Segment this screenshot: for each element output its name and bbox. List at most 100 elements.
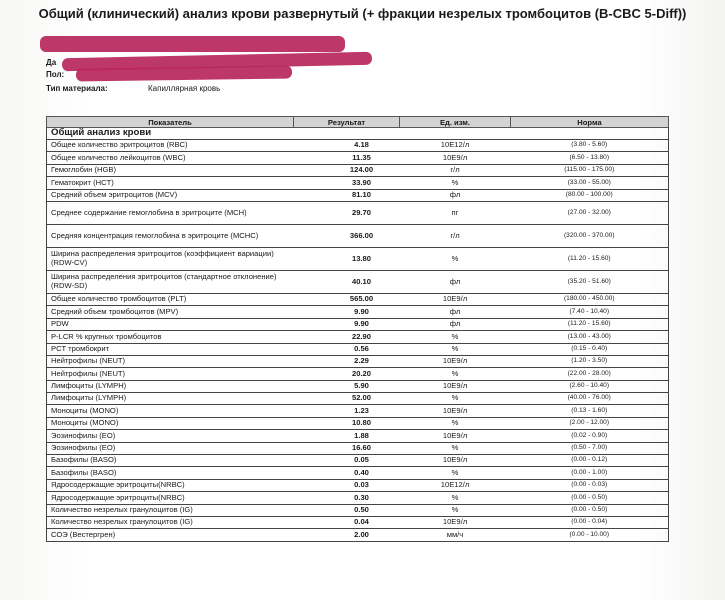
meta-value-material: Капиллярная кровь bbox=[148, 84, 221, 93]
table-row: Гематокрит (HCT) 33.90% (33.00 - 55.00) bbox=[46, 176, 669, 190]
cell-indicator: PDW bbox=[46, 317, 294, 331]
cell-norm: (80.00 - 100.00) bbox=[510, 188, 669, 202]
table-row: Лимфоциты (LYMPH) 5.90 10E9/л (2.60 - 10.40… bbox=[46, 379, 669, 393]
header-norm: Норма bbox=[510, 116, 669, 128]
cell-unit: % bbox=[399, 367, 511, 381]
header-result: Результат bbox=[293, 116, 400, 128]
cell-indicator: Количество незрелых гранулоцитов (IG) bbox=[46, 515, 294, 529]
cell-norm: (3.80 - 5.60) bbox=[510, 138, 669, 152]
cell-indicator: Моноциты (MONO) bbox=[46, 416, 294, 430]
table-row: Среднее содержание гемоглобина в эритроц… bbox=[46, 200, 669, 225]
cell-unit: пг bbox=[399, 200, 511, 225]
cell-result: 11.35 bbox=[293, 151, 400, 165]
cell-unit: 10E12/л bbox=[399, 138, 511, 152]
cell-result: 22.90 bbox=[293, 330, 400, 344]
cell-unit: г/л bbox=[399, 163, 511, 177]
cell-unit: % bbox=[399, 491, 511, 505]
cell-unit: г/л bbox=[399, 223, 511, 248]
header-indicator: Показатель bbox=[46, 116, 294, 128]
cell-norm: (0.00 - 10.00) bbox=[510, 528, 669, 542]
cell-unit: фл bbox=[399, 269, 511, 294]
cell-norm: (0.15 - 0.40) bbox=[510, 342, 669, 356]
cell-indicator: Нейтрофилы (NEUT) bbox=[46, 354, 294, 368]
cell-unit: мм/ч bbox=[399, 528, 511, 542]
cell-norm: (0.00 - 0.04) bbox=[510, 515, 669, 529]
cell-norm: (22.00 - 28.00) bbox=[510, 367, 669, 381]
cell-indicator: Эозинофилы (EO) bbox=[46, 429, 294, 443]
cell-result: 40.10 bbox=[293, 269, 400, 294]
cell-indicator: Лимфоциты (LYMPH) bbox=[46, 392, 294, 405]
results-table: Показатель Результат Ед. изм. Норма Общи… bbox=[46, 116, 669, 542]
cell-unit: % bbox=[399, 176, 511, 190]
cell-indicator: PCT тромбокрит bbox=[46, 342, 294, 356]
cell-unit: 10E9/л bbox=[399, 379, 511, 393]
cell-indicator: Общее количество лейкоцитов (WBC) bbox=[46, 151, 294, 165]
table-row: Нейтрофилы (NEUT) 2.29 10E9/л (1.20 - 3.50) bbox=[46, 354, 669, 368]
cell-indicator: Базофилы (BASO) bbox=[46, 466, 294, 480]
cell-norm: (0.00 - 0.50) bbox=[510, 503, 669, 517]
cell-result: 9.90 bbox=[293, 305, 400, 319]
table-row: Базофилы (BASO) 0.40% (0.00 - 1.00) bbox=[46, 466, 669, 480]
cell-unit: 10E9/л bbox=[399, 404, 511, 418]
table-row: Ширина распределения эритроцитов (станда… bbox=[46, 269, 669, 294]
cell-result: 0.40 bbox=[293, 466, 400, 480]
cell-norm: (180.00 - 450.00) bbox=[510, 292, 669, 306]
table-row: PCT тромбокрит 0.56% (0.15 - 0.40) bbox=[46, 342, 669, 356]
cell-result: 4.18 bbox=[293, 138, 400, 152]
cell-unit: 10E9/л bbox=[399, 515, 511, 529]
cell-norm: (0.50 - 7.00) bbox=[510, 441, 669, 455]
cell-unit: фл bbox=[399, 305, 511, 319]
table-row: Моноциты (MONO) 1.23 10E9/л (0.13 - 1.60) bbox=[46, 404, 669, 418]
cell-unit: 10E12/л bbox=[399, 478, 511, 492]
cell-indicator: Ширина распределения эритроцитов (коэффи… bbox=[46, 246, 294, 271]
cell-indicator: Ширина распределения эритроцитов (станда… bbox=[46, 269, 294, 294]
redaction-mark bbox=[75, 65, 293, 82]
table-row: Ядросодержащие эритроциты(NRBC) 0.03 10E12… bbox=[46, 478, 669, 492]
table-row: Эозинофилы (EO) 1.88 10E9/л (0.02 - 0.90) bbox=[46, 429, 669, 443]
redaction-mark bbox=[40, 36, 345, 52]
cell-unit: % bbox=[399, 441, 511, 455]
cell-indicator: Базофилы (BASO) bbox=[46, 454, 294, 467]
cell-unit: 10E9/л bbox=[399, 151, 511, 165]
cell-result: 0.04 bbox=[293, 515, 400, 529]
cell-result: 1.23 bbox=[293, 404, 400, 418]
cell-result: 2.29 bbox=[293, 354, 400, 368]
table-row: Ширина распределения эритроцитов (коэффи… bbox=[46, 246, 669, 271]
table-row: Общее количество лейкоцитов (WBC) 11.35 10… bbox=[46, 151, 669, 165]
cell-result: 0.03 bbox=[293, 478, 400, 492]
cell-norm: (0.13 - 1.60) bbox=[510, 404, 669, 418]
cell-norm: (13.00 - 43.00) bbox=[510, 330, 669, 344]
cell-norm: (0.02 - 0.90) bbox=[510, 429, 669, 443]
cell-norm: (115.00 - 175.00) bbox=[510, 163, 669, 177]
table-row: Средняя концентрация гемоглобина в эритр… bbox=[46, 223, 669, 248]
cell-indicator: Ядросодержащие эритроциты(NRBC) bbox=[46, 491, 294, 505]
table-row: Средний объем тромбоцитов (MPV) 9.90 фл (7.… bbox=[46, 305, 669, 319]
cell-result: 20.20 bbox=[293, 367, 400, 381]
cell-indicator: СОЭ (Вестергрен) bbox=[46, 528, 294, 542]
cell-result: 52.00 bbox=[293, 392, 400, 405]
page-title: Общий (клинический) анализ крови разверн… bbox=[38, 6, 687, 21]
cell-unit: % bbox=[399, 416, 511, 430]
cell-unit: фл bbox=[399, 188, 511, 202]
cell-unit: % bbox=[399, 246, 511, 271]
table-row: Моноциты (MONO) 10.80% (2.00 - 12.00) bbox=[46, 416, 669, 430]
cell-result: 81.10 bbox=[293, 188, 400, 202]
cell-unit: 10E9/л bbox=[399, 454, 511, 467]
cell-indicator: Средний объем эритроцитов (MCV) bbox=[46, 188, 294, 202]
table-row: Общее количество эритроцитов (RBC) 4.18 10… bbox=[46, 138, 669, 152]
cell-indicator: Лимфоциты (LYMPH) bbox=[46, 379, 294, 393]
cell-norm: (35.20 - 51.60) bbox=[510, 269, 669, 294]
cell-result: 0.56 bbox=[293, 342, 400, 356]
cell-indicator: Нейтрофилы (NEUT) bbox=[46, 367, 294, 381]
cell-result: 16.60 bbox=[293, 441, 400, 455]
meta-label-sex: Пол: bbox=[46, 70, 65, 79]
cell-result: 13.80 bbox=[293, 246, 400, 271]
table-row: Эозинофилы (EO) 16.60% (0.50 - 7.00) bbox=[46, 441, 669, 455]
cell-norm: (7.40 - 10.40) bbox=[510, 305, 669, 319]
table-row: Гемоглобин (HGB) 124.00 г/л (115.00 - 175.0… bbox=[46, 163, 669, 177]
table-row: Базофилы (BASO) 0.05 10E9/л (0.00 - 0.12) bbox=[46, 454, 669, 467]
cell-result: 366.00 bbox=[293, 223, 400, 248]
cell-indicator: Количество незрелых гранулоцитов (IG) bbox=[46, 503, 294, 517]
table-row: Лимфоциты (LYMPH) 52.00% (40.00 - 76.00) bbox=[46, 392, 669, 405]
